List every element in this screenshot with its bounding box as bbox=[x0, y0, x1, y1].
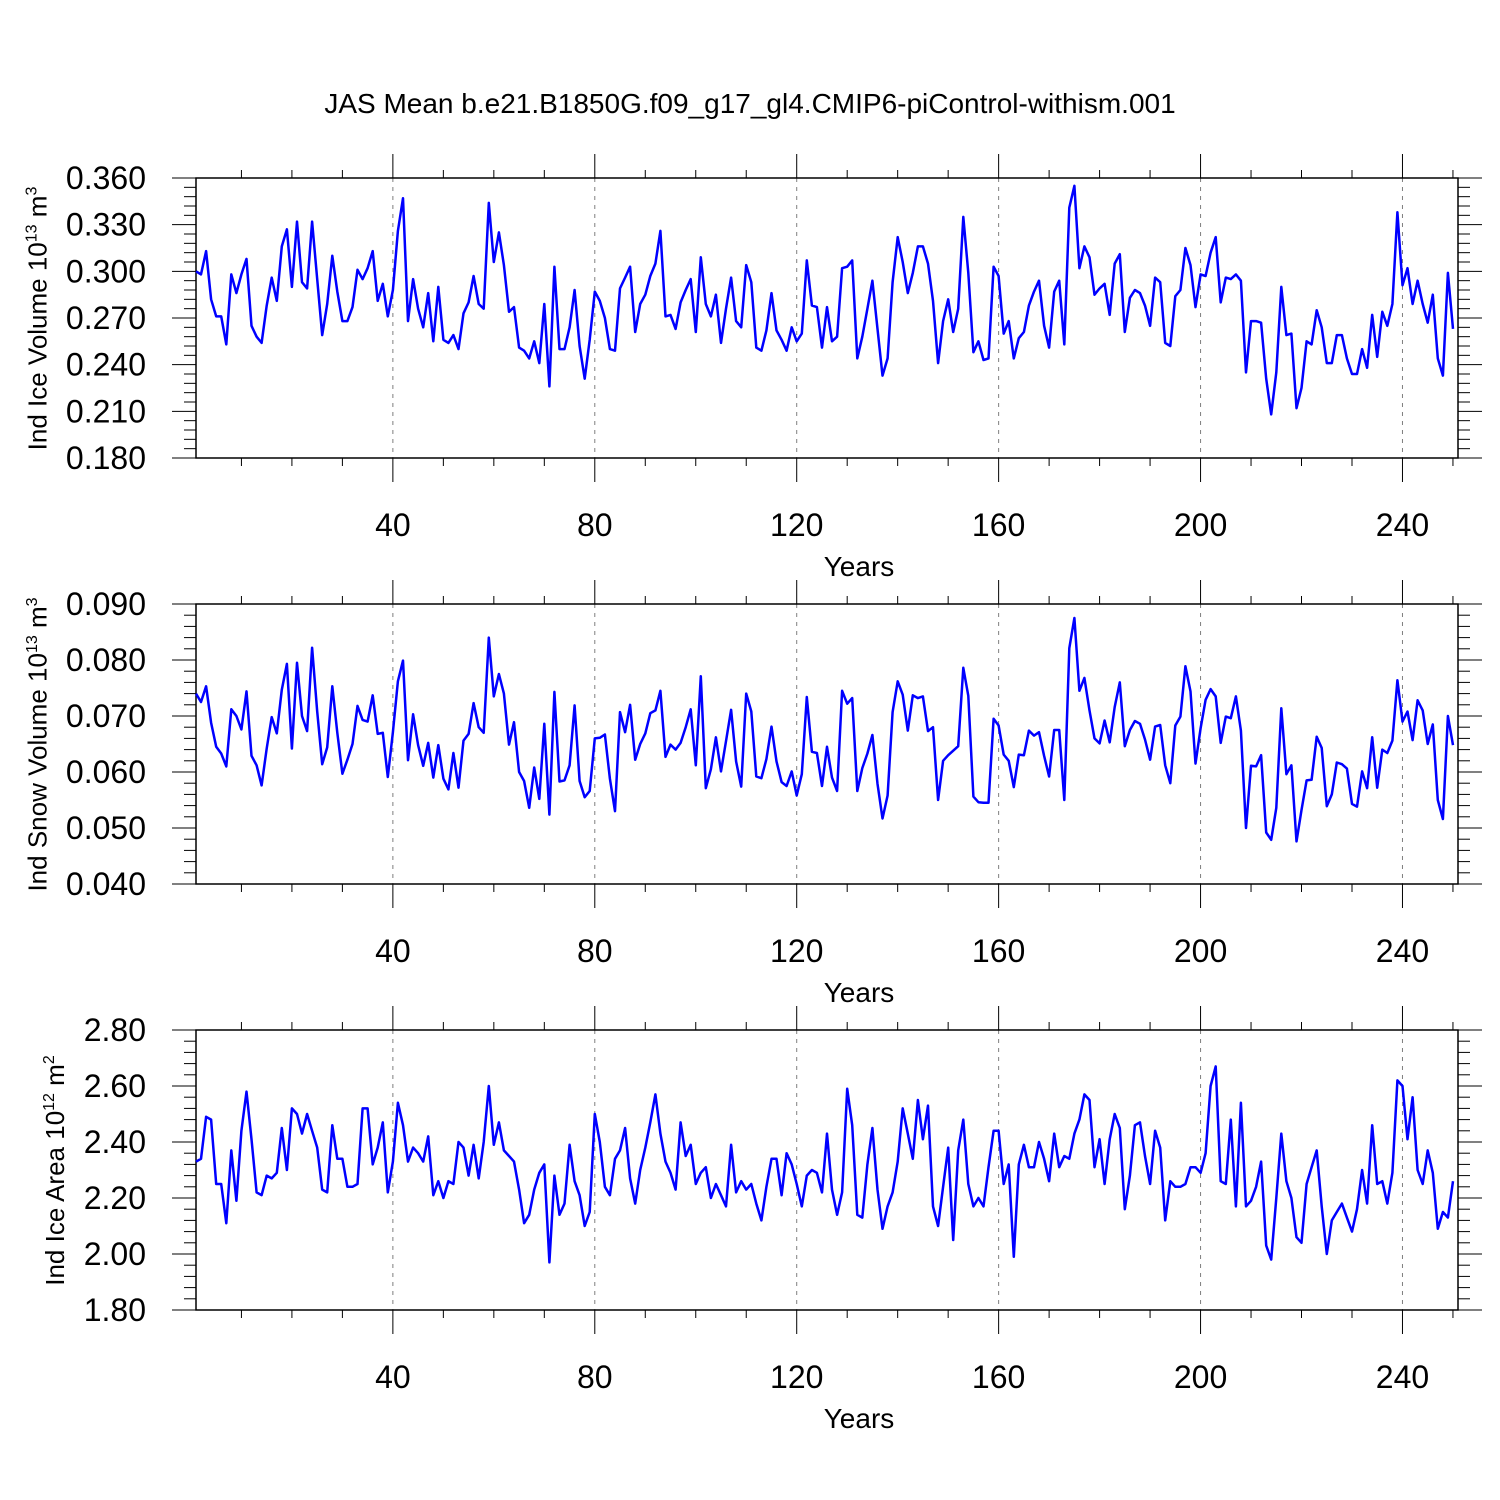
plot-frame bbox=[195, 603, 1459, 885]
x-tick-label: 40 bbox=[375, 933, 411, 969]
y-axis-label-snow-volume: Ind Snow Volume 1013 m3 bbox=[22, 596, 53, 892]
x-axis-label: Years bbox=[824, 977, 895, 1008]
y-tick-label: 0.080 bbox=[66, 642, 146, 678]
series-line bbox=[194, 616, 1455, 843]
y-tick-label: 0.180 bbox=[66, 440, 146, 476]
y-tick-label: 0.300 bbox=[66, 253, 146, 289]
x-tick-label: 200 bbox=[1174, 933, 1227, 969]
y-tick-label: 0.270 bbox=[66, 300, 146, 336]
y-tick-label: 0.050 bbox=[66, 810, 146, 846]
y-tick-label: 2.60 bbox=[84, 1068, 146, 1104]
panel-ice-volume: 40 80 120 160 200 240 0.180 0.210 0.240 0.270 0.30… bbox=[66, 154, 1482, 582]
x-tick-label: 160 bbox=[972, 507, 1025, 543]
y-tick-label: 0.040 bbox=[66, 866, 146, 902]
y-tick-label: 0.360 bbox=[66, 160, 146, 196]
x-tick-label: 200 bbox=[1174, 507, 1227, 543]
y-tick-label: 0.330 bbox=[66, 207, 146, 243]
x-tick-label: 120 bbox=[770, 507, 823, 543]
plot-frame bbox=[195, 177, 1459, 459]
x-tick-label: 80 bbox=[577, 1359, 613, 1395]
y-tick-label: 0.240 bbox=[66, 347, 146, 383]
y-tick-label: 0.060 bbox=[66, 754, 146, 790]
x-tick-label: 160 bbox=[972, 933, 1025, 969]
x-tick-label: 240 bbox=[1376, 1359, 1429, 1395]
series-line bbox=[195, 1065, 1455, 1264]
y-tick-label: 0.090 bbox=[66, 586, 146, 622]
y-tick-label: 2.80 bbox=[84, 1012, 146, 1048]
figure-title: JAS Mean b.e21.B1850G.f09_g17_gl4.CMIP6-… bbox=[324, 88, 1176, 119]
panel-ice-area: 40 80 120 160 200 240 1.80 2.00 2.20 2.40 2.60 2.80… bbox=[84, 1006, 1482, 1434]
series-line bbox=[195, 184, 1455, 416]
y-tick-label: 2.20 bbox=[84, 1180, 146, 1216]
x-tick-label: 40 bbox=[375, 507, 411, 543]
x-axis-label: Years bbox=[824, 1403, 895, 1434]
y-axis-label-ice-volume: Ind Ice Volume 1013 m3 bbox=[22, 186, 53, 450]
y-tick-label: 0.210 bbox=[66, 393, 146, 429]
x-tick-label: 120 bbox=[770, 1359, 823, 1395]
y-tick-label: 2.40 bbox=[84, 1124, 146, 1160]
x-axis-label: Years bbox=[824, 551, 895, 582]
panel-snow-volume: 40 80 120 160 200 240 0.040 0.050 0.060 0.070 0.08… bbox=[66, 580, 1482, 1008]
x-tick-label: 200 bbox=[1174, 1359, 1227, 1395]
x-tick-label: 160 bbox=[972, 1359, 1025, 1395]
x-tick-label: 240 bbox=[1376, 507, 1429, 543]
x-tick-label: 120 bbox=[770, 933, 823, 969]
x-tick-label: 80 bbox=[577, 507, 613, 543]
x-tick-label: 40 bbox=[375, 1359, 411, 1395]
plot-frame bbox=[195, 1029, 1459, 1311]
y-axis-label-ice-area: Ind Ice Area 1012 m2 bbox=[39, 1054, 70, 1286]
y-tick-label: 0.070 bbox=[66, 698, 146, 734]
y-tick-label: 2.00 bbox=[84, 1236, 146, 1272]
x-tick-label: 80 bbox=[577, 933, 613, 969]
x-tick-label: 240 bbox=[1376, 933, 1429, 969]
y-tick-label: 1.80 bbox=[84, 1292, 146, 1328]
